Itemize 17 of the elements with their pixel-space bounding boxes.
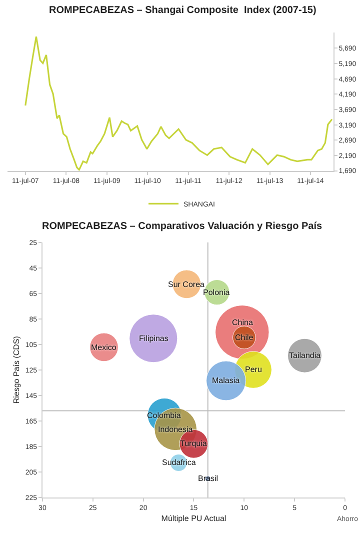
- series-label: Sudafrica: [162, 458, 196, 467]
- series-label: Peru: [245, 365, 262, 374]
- y-axis-title: Riesgo País (CDS): [12, 336, 22, 404]
- series-label: Malasia: [212, 376, 240, 385]
- series-label: Turquia: [180, 439, 208, 448]
- series-label: Polonia: [203, 288, 230, 297]
- series-label: Sur Corea: [168, 280, 206, 289]
- chart-title: ROMPECABEZAS – Shangai Composite Index (2007-15): [49, 5, 316, 16]
- x-axis-title: Múltiple PU Actual: [161, 514, 226, 523]
- series-label: Filipinas: [139, 334, 168, 343]
- chart-title: ROMPECABEZAS – Comparativos Valuación y Riesgo País: [42, 221, 323, 232]
- line-series: [24, 36, 333, 171]
- series-label: Tailandia: [289, 351, 322, 360]
- series-label: Indonesia: [158, 425, 194, 434]
- series-label: Chile: [235, 333, 254, 342]
- series-label: Mexico: [91, 343, 117, 352]
- series-label: China: [232, 318, 254, 327]
